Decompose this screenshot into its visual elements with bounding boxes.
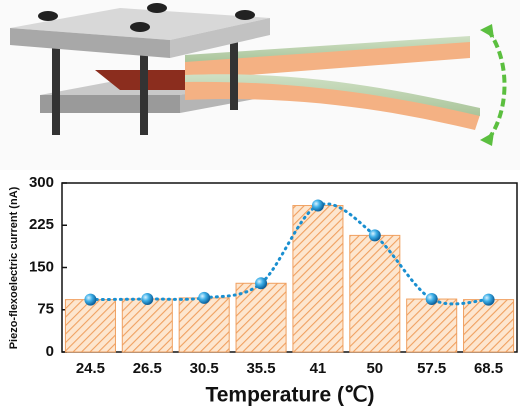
bar <box>406 298 458 353</box>
y-tick-label: 225 <box>29 216 54 233</box>
x-tick-label: 57.5 <box>417 360 446 377</box>
bar <box>292 205 344 353</box>
y-axis-label: Piezo-flexoelectric current (nA) <box>8 186 20 349</box>
trend-line <box>88 202 491 306</box>
marker <box>84 293 97 306</box>
y-tick-label: 300 <box>29 174 54 191</box>
bar <box>64 299 116 353</box>
marker <box>368 229 381 242</box>
y-tick-label: 150 <box>29 258 54 275</box>
x-tick-label: 35.5 <box>246 360 275 377</box>
y-tick-label: 75 <box>37 301 54 318</box>
x-tick-label: 30.5 <box>190 360 219 377</box>
marker <box>425 293 438 306</box>
marker <box>482 293 495 306</box>
marker <box>255 277 268 290</box>
bar <box>235 282 287 353</box>
marker <box>198 291 211 304</box>
bar <box>121 298 173 353</box>
y-tick-label: 0 <box>46 343 54 360</box>
x-tick-label: 26.5 <box>133 360 162 377</box>
bar <box>463 299 515 353</box>
x-tick-label: 24.5 <box>76 360 105 377</box>
bar <box>349 234 401 353</box>
marker <box>141 293 154 306</box>
x-tick-label: 68.5 <box>474 360 503 377</box>
x-tick-label: 41 <box>310 360 327 377</box>
x-axis-label: Temperature (℃) <box>205 384 374 407</box>
marker <box>311 199 324 212</box>
illustration <box>0 0 520 170</box>
x-tick-label: 50 <box>366 360 383 377</box>
bar <box>178 297 230 353</box>
